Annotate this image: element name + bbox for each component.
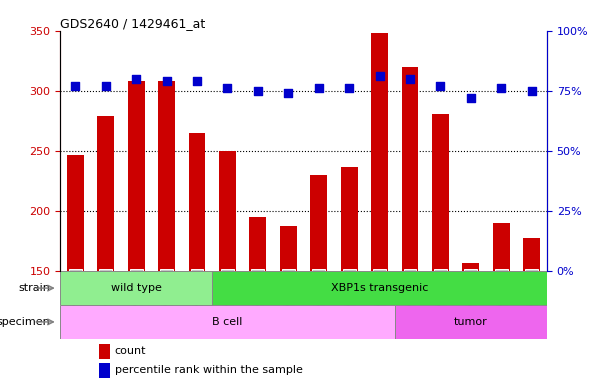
Text: GSM160882: GSM160882 (466, 271, 475, 317)
Bar (97, 116, 114, 271)
Text: count: count (115, 346, 146, 356)
Point (162, 78, 171, 84)
Point (375, 73, 385, 79)
Text: GSM160864: GSM160864 (223, 271, 232, 318)
Text: GSM160880: GSM160880 (406, 271, 415, 317)
Point (253, 88, 263, 94)
Text: GSM160881: GSM160881 (436, 271, 445, 317)
Bar (371, 33, 388, 271)
Bar (189, 133, 206, 271)
FancyBboxPatch shape (60, 271, 212, 305)
Point (527, 88, 537, 94)
Bar (249, 217, 266, 271)
Text: GSM160869: GSM160869 (375, 271, 384, 318)
Text: GSM160883: GSM160883 (497, 271, 506, 317)
Text: GSM160865: GSM160865 (254, 271, 263, 318)
Text: tumor: tumor (454, 317, 488, 327)
Text: specimen: specimen (0, 317, 50, 327)
Text: GSM160868: GSM160868 (344, 271, 353, 317)
Bar (310, 175, 327, 271)
Point (405, 76, 415, 82)
Bar (280, 225, 297, 271)
Point (314, 85, 323, 91)
Bar (99, 344, 110, 359)
Bar (432, 114, 449, 271)
Bar (99, 363, 110, 378)
Bar (341, 167, 358, 271)
Text: GSM160731: GSM160731 (101, 271, 110, 318)
FancyBboxPatch shape (395, 305, 547, 339)
Bar (463, 263, 479, 271)
Text: wild type: wild type (111, 283, 162, 293)
Point (284, 90, 293, 96)
Point (496, 85, 506, 91)
Bar (128, 81, 144, 271)
Text: GSM160867: GSM160867 (314, 271, 323, 318)
Bar (523, 238, 540, 271)
Point (192, 78, 202, 84)
Text: GSM160730: GSM160730 (71, 271, 80, 318)
Bar (67, 155, 84, 271)
Point (466, 95, 475, 101)
Text: percentile rank within the sample: percentile rank within the sample (115, 365, 302, 375)
Text: GSM160739: GSM160739 (132, 271, 141, 318)
FancyBboxPatch shape (212, 271, 547, 305)
Text: GSM160861: GSM160861 (192, 271, 201, 317)
Point (70, 83, 80, 89)
Bar (219, 151, 236, 271)
Point (222, 85, 232, 91)
Text: GSM160860: GSM160860 (162, 271, 171, 318)
Text: GSM160884: GSM160884 (527, 271, 536, 317)
FancyBboxPatch shape (60, 305, 395, 339)
Point (344, 85, 354, 91)
Point (132, 76, 141, 82)
Bar (493, 223, 510, 271)
Text: GDS2640 / 1429461_at: GDS2640 / 1429461_at (60, 17, 206, 30)
Bar (158, 81, 175, 271)
Text: GSM160866: GSM160866 (284, 271, 293, 318)
Bar (401, 67, 418, 271)
Text: XBP1s transgenic: XBP1s transgenic (331, 283, 429, 293)
Point (101, 83, 111, 89)
Point (436, 83, 445, 89)
Text: B cell: B cell (212, 317, 243, 327)
Text: strain: strain (19, 283, 50, 293)
